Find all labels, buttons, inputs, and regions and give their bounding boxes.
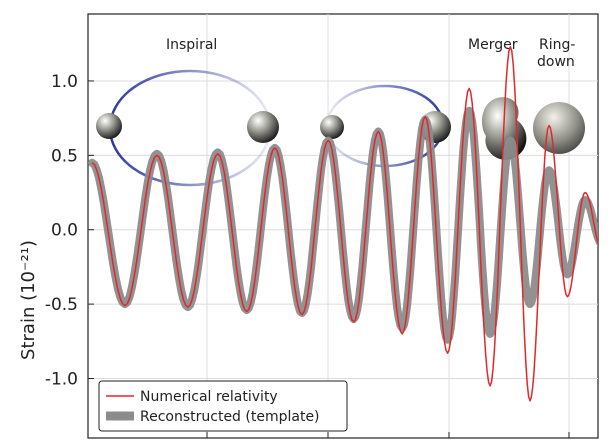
black-hole-icon	[320, 115, 344, 139]
inspiral-illustration-1	[96, 69, 279, 187]
black-hole-icon	[247, 111, 279, 143]
ringdown-illustration	[533, 102, 585, 154]
legend-label-reconstructed-template: Reconstructed (template)	[140, 409, 320, 425]
y-tick-label: -1.0	[45, 369, 78, 389]
legend: Numerical relativity Reconstructed (temp…	[98, 380, 348, 432]
series-numerical-relativity-line	[91, 45, 598, 402]
y-tick-label: 1.0	[51, 72, 78, 92]
black-hole-icon	[96, 113, 122, 139]
y-tick-label: -0.5	[45, 295, 78, 315]
y-tick-label: 0.5	[51, 146, 78, 166]
stage-label-ringdown-line-1: Ring-	[539, 37, 575, 53]
final-black-hole-icon	[533, 102, 585, 154]
stage-label-ringdown-line-2: down	[537, 54, 575, 70]
stage-label-merger: Merger	[468, 37, 518, 53]
y-axis: 1.0 0.5 0.0 -0.5 -1.0	[45, 72, 94, 389]
stage-label-ringdown: Ring- down	[537, 37, 580, 70]
x-axis	[206, 432, 570, 438]
stage-label-inspiral: Inspiral	[166, 37, 217, 53]
y-tick-label: 0.0	[51, 221, 78, 241]
legend-box	[98, 380, 348, 432]
legend-label-numerical-relativity: Numerical relativity	[140, 389, 278, 405]
y-axis-label: Strain (10⁻²¹)	[18, 240, 39, 360]
